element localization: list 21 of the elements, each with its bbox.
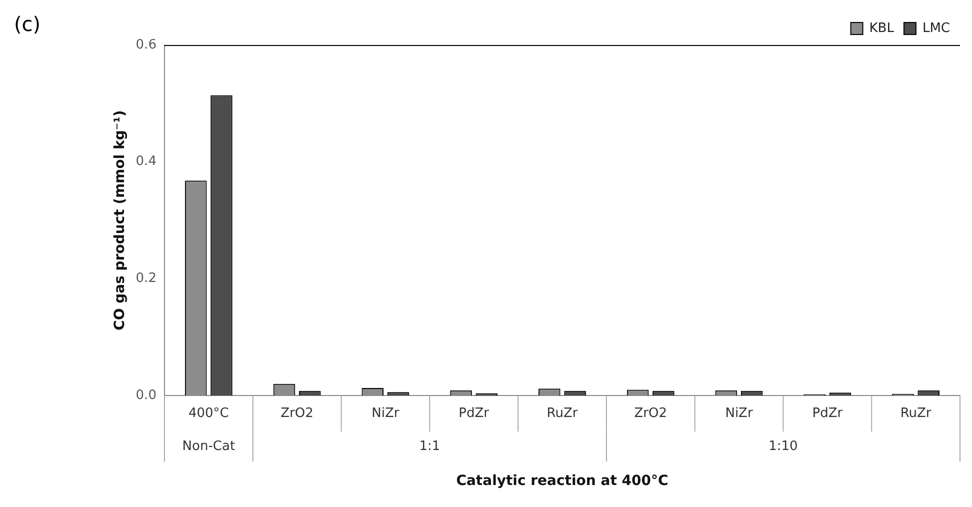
y-tick-label: 0.2 (136, 271, 156, 286)
x-tick-label: NiZr (725, 406, 754, 421)
text: 1:1 (419, 438, 440, 454)
x-tick-label: PdZr (458, 406, 490, 421)
x-tick-label: PdZr (812, 406, 844, 421)
x-tick-label: 400°C (188, 406, 229, 421)
x-axis-title: Catalytic reaction at 400°C (456, 473, 668, 490)
chart-title: (c) (14, 12, 41, 36)
y-axis-title: CO gas product (mmol kg⁻¹) (112, 110, 128, 330)
x-tick-label: RuZr (900, 406, 932, 421)
x-tick-label: ZrO2 (634, 406, 668, 421)
legend-label: KBL (869, 20, 895, 36)
y-tick-label: 0.6 (136, 37, 156, 52)
text: Non-Cat (182, 438, 236, 454)
text: 1:10 (768, 438, 798, 454)
x-tick-label: NiZr (372, 406, 400, 421)
x-tick-label: RuZr (546, 406, 578, 421)
x-tick-label: ZrO2 (280, 406, 314, 421)
legend-label: LMC (922, 20, 950, 36)
y-tick-label: 0.0 (136, 388, 156, 403)
y-tick-label: 0.4 (136, 154, 156, 170)
